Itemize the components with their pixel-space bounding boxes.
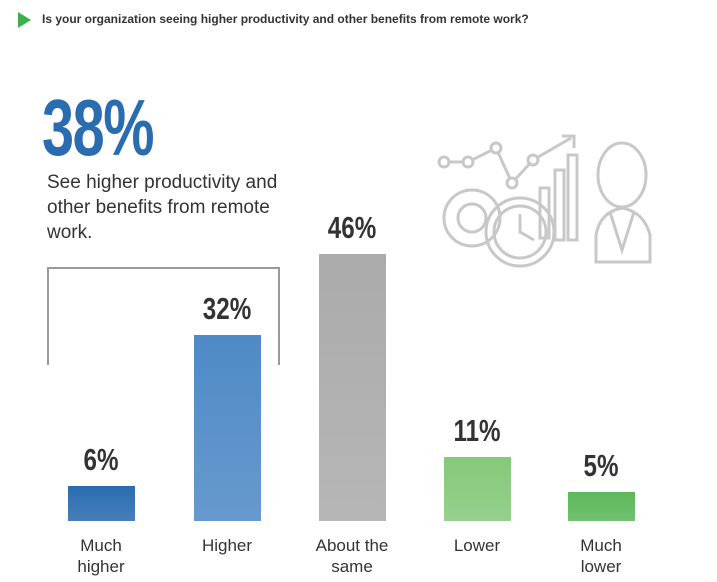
value-label: 6%	[83, 442, 119, 478]
x-tick-label: Much lower	[580, 536, 622, 576]
bar	[443, 457, 511, 521]
bar	[318, 254, 386, 521]
value-label: 11%	[453, 413, 501, 449]
icon	[437, 134, 652, 268]
bracket	[47, 267, 280, 365]
callout-figure: 38%	[42, 83, 154, 172]
callout-text: See higher productivity and other benefi…	[47, 172, 278, 243]
title-marker	[18, 12, 31, 28]
value-label: 5%	[583, 447, 619, 483]
bar	[567, 491, 635, 521]
x-tick-label: Much higher	[77, 536, 125, 576]
chart-title: Is your organization seeing higher produ…	[42, 12, 529, 26]
value-label: 46%	[327, 210, 377, 245]
x-tick-label: Higher	[201, 536, 253, 555]
bar	[193, 335, 261, 521]
bar	[67, 486, 135, 521]
x-tick-label: About the same	[315, 536, 389, 576]
x-tick-label: Lower	[453, 536, 501, 555]
value-label: 32%	[202, 291, 252, 327]
